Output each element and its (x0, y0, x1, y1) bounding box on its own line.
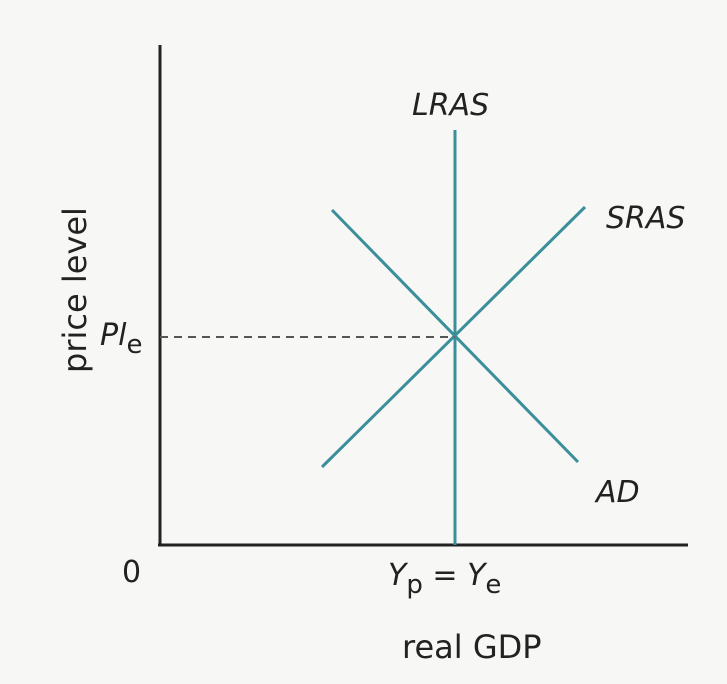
output-y2: Y (467, 558, 488, 593)
origin-label: 0 (122, 555, 141, 590)
sras-label: SRAS (606, 201, 685, 236)
output-equals: = (423, 558, 467, 593)
y-axis-label: price level (56, 207, 94, 373)
ad-label: AD (594, 475, 640, 510)
output-sub2: e (485, 570, 501, 600)
equilibrium-price-label: Ple (100, 318, 142, 360)
equilibrium-price-main: Pl (100, 318, 127, 353)
equilibrium-price-sub: e (126, 330, 142, 360)
x-axis-label: real GDP (402, 628, 542, 666)
output-sub1: p (406, 570, 423, 600)
sras-curve (320, 205, 587, 469)
lras-label: LRAS (412, 88, 489, 123)
equilibrium-output-label: Yp = Ye (388, 558, 501, 600)
output-y1: Y (388, 558, 409, 593)
